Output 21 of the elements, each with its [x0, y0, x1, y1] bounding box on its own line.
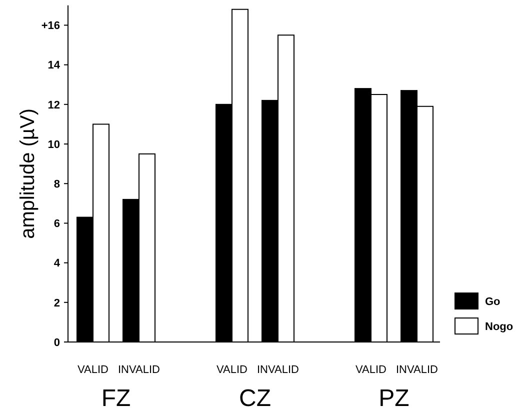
- x-tick-label: INVALID: [118, 364, 160, 376]
- y-tick-label: +16: [41, 20, 60, 32]
- y-tick-label: 0: [54, 336, 60, 349]
- text: FZ: [101, 385, 131, 411]
- text: CZ: [239, 385, 271, 411]
- text: PZ: [378, 385, 410, 411]
- x-tick-label: VALID: [356, 364, 387, 376]
- y-tick-label: 8: [54, 178, 60, 190]
- y-tick-label: 4: [54, 258, 61, 270]
- legend-label: Nogo: [485, 320, 514, 333]
- y-tick-label: 10: [48, 138, 60, 151]
- x-tick-label: VALID: [78, 364, 109, 376]
- x-tick-label: INVALID: [396, 364, 438, 376]
- y-tick-label: 12: [48, 99, 60, 112]
- y-tick-label: 14: [48, 60, 61, 72]
- x-tick-label: INVALID: [257, 364, 300, 376]
- y-axis-title: amplitude (µV): [17, 108, 39, 239]
- y-tick-label: 6: [54, 218, 60, 230]
- legend-label: Go: [485, 296, 501, 308]
- x-tick-label: VALID: [216, 364, 248, 376]
- y-tick-label: 2: [54, 297, 60, 310]
